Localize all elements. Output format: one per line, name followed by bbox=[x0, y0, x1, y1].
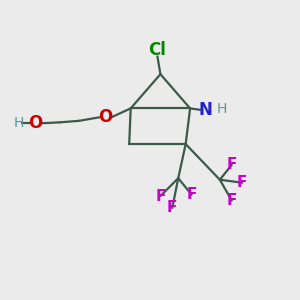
Text: O: O bbox=[98, 108, 112, 126]
Text: F: F bbox=[186, 187, 197, 202]
Text: H: H bbox=[14, 116, 24, 130]
Text: Cl: Cl bbox=[148, 41, 166, 59]
Text: H: H bbox=[216, 102, 226, 116]
Text: F: F bbox=[226, 158, 237, 172]
Text: N: N bbox=[198, 101, 212, 119]
Text: F: F bbox=[237, 175, 247, 190]
Text: O: O bbox=[28, 114, 43, 132]
Text: F: F bbox=[155, 189, 166, 204]
Text: F: F bbox=[226, 193, 237, 208]
Text: F: F bbox=[167, 200, 178, 215]
